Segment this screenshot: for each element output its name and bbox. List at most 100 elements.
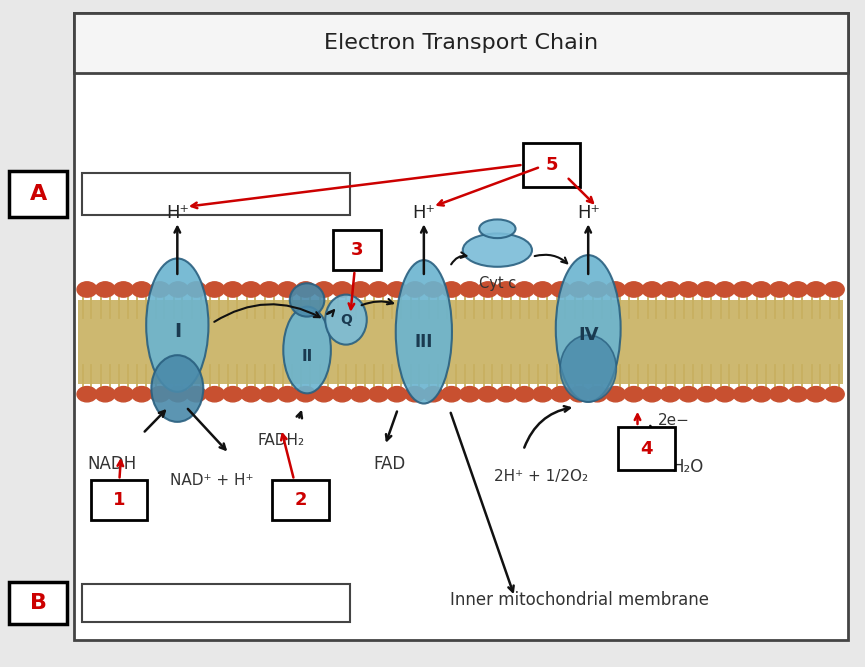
Circle shape	[642, 387, 662, 402]
Text: 2: 2	[294, 492, 307, 509]
Circle shape	[350, 387, 370, 402]
Circle shape	[332, 387, 352, 402]
Ellipse shape	[151, 355, 203, 422]
Text: 2H⁺ + 1/2O₂: 2H⁺ + 1/2O₂	[494, 470, 587, 484]
Bar	[82, 584, 350, 622]
Text: H⁺: H⁺	[166, 205, 189, 222]
Bar	[82, 173, 350, 215]
Circle shape	[624, 387, 644, 402]
Circle shape	[314, 387, 334, 402]
Circle shape	[660, 281, 680, 297]
Circle shape	[241, 387, 261, 402]
Text: B: B	[29, 593, 47, 613]
Circle shape	[441, 281, 461, 297]
Circle shape	[131, 281, 151, 297]
Text: IV: IV	[578, 326, 599, 344]
Bar	[91, 480, 147, 520]
Ellipse shape	[290, 283, 324, 317]
Text: H⁺: H⁺	[413, 205, 435, 222]
Circle shape	[350, 281, 370, 297]
Circle shape	[405, 387, 425, 402]
Bar	[9, 582, 67, 624]
Circle shape	[606, 387, 625, 402]
Text: 1: 1	[112, 492, 125, 509]
Bar	[74, 13, 848, 640]
Circle shape	[150, 387, 170, 402]
Circle shape	[332, 281, 352, 297]
Circle shape	[205, 281, 225, 297]
Circle shape	[95, 281, 115, 297]
Bar	[618, 427, 675, 470]
Circle shape	[824, 281, 844, 297]
Circle shape	[715, 281, 735, 297]
Circle shape	[186, 387, 206, 402]
Circle shape	[515, 387, 535, 402]
Circle shape	[296, 281, 316, 297]
Circle shape	[441, 387, 461, 402]
Circle shape	[205, 387, 225, 402]
Circle shape	[186, 281, 206, 297]
Text: A: A	[29, 184, 47, 204]
Circle shape	[533, 387, 553, 402]
Circle shape	[788, 387, 808, 402]
Ellipse shape	[325, 295, 367, 345]
Circle shape	[734, 387, 753, 402]
Circle shape	[260, 387, 279, 402]
Circle shape	[752, 281, 772, 297]
Circle shape	[806, 387, 826, 402]
Circle shape	[150, 281, 170, 297]
Circle shape	[314, 281, 334, 297]
Circle shape	[696, 387, 716, 402]
Text: 4: 4	[640, 440, 653, 458]
Ellipse shape	[479, 219, 516, 238]
Circle shape	[278, 281, 298, 297]
Circle shape	[497, 387, 516, 402]
Text: Inner mitochondrial membrane: Inner mitochondrial membrane	[450, 592, 709, 609]
Bar	[272, 480, 329, 520]
Bar	[78, 300, 843, 384]
Circle shape	[387, 281, 407, 297]
Circle shape	[551, 281, 571, 297]
Text: II: II	[301, 349, 313, 364]
Circle shape	[405, 281, 425, 297]
Circle shape	[569, 281, 589, 297]
Text: H⁺: H⁺	[577, 205, 599, 222]
Circle shape	[770, 387, 790, 402]
Circle shape	[696, 281, 716, 297]
Circle shape	[770, 281, 790, 297]
Text: I: I	[174, 322, 181, 342]
Circle shape	[223, 387, 243, 402]
Circle shape	[478, 281, 498, 297]
Circle shape	[260, 281, 279, 297]
Circle shape	[241, 281, 261, 297]
Ellipse shape	[561, 335, 616, 402]
Circle shape	[569, 387, 589, 402]
Ellipse shape	[283, 307, 331, 394]
Text: Cyt c: Cyt c	[478, 276, 516, 291]
Circle shape	[478, 387, 498, 402]
Circle shape	[551, 387, 571, 402]
Circle shape	[587, 387, 607, 402]
Circle shape	[497, 281, 516, 297]
Ellipse shape	[463, 233, 532, 267]
Circle shape	[368, 387, 388, 402]
Text: FADH₂: FADH₂	[258, 433, 304, 448]
Text: 5: 5	[545, 156, 558, 174]
Circle shape	[678, 387, 698, 402]
Circle shape	[624, 281, 644, 297]
Circle shape	[223, 281, 243, 297]
Circle shape	[168, 387, 188, 402]
Circle shape	[642, 281, 662, 297]
Text: Q: Q	[340, 313, 352, 327]
Circle shape	[460, 281, 480, 297]
Circle shape	[533, 281, 553, 297]
Text: 3: 3	[350, 241, 363, 259]
Circle shape	[515, 281, 535, 297]
Circle shape	[95, 387, 115, 402]
Circle shape	[131, 387, 151, 402]
Circle shape	[715, 387, 735, 402]
Circle shape	[387, 387, 407, 402]
Bar	[9, 171, 67, 217]
Ellipse shape	[395, 260, 452, 404]
Ellipse shape	[556, 255, 621, 402]
